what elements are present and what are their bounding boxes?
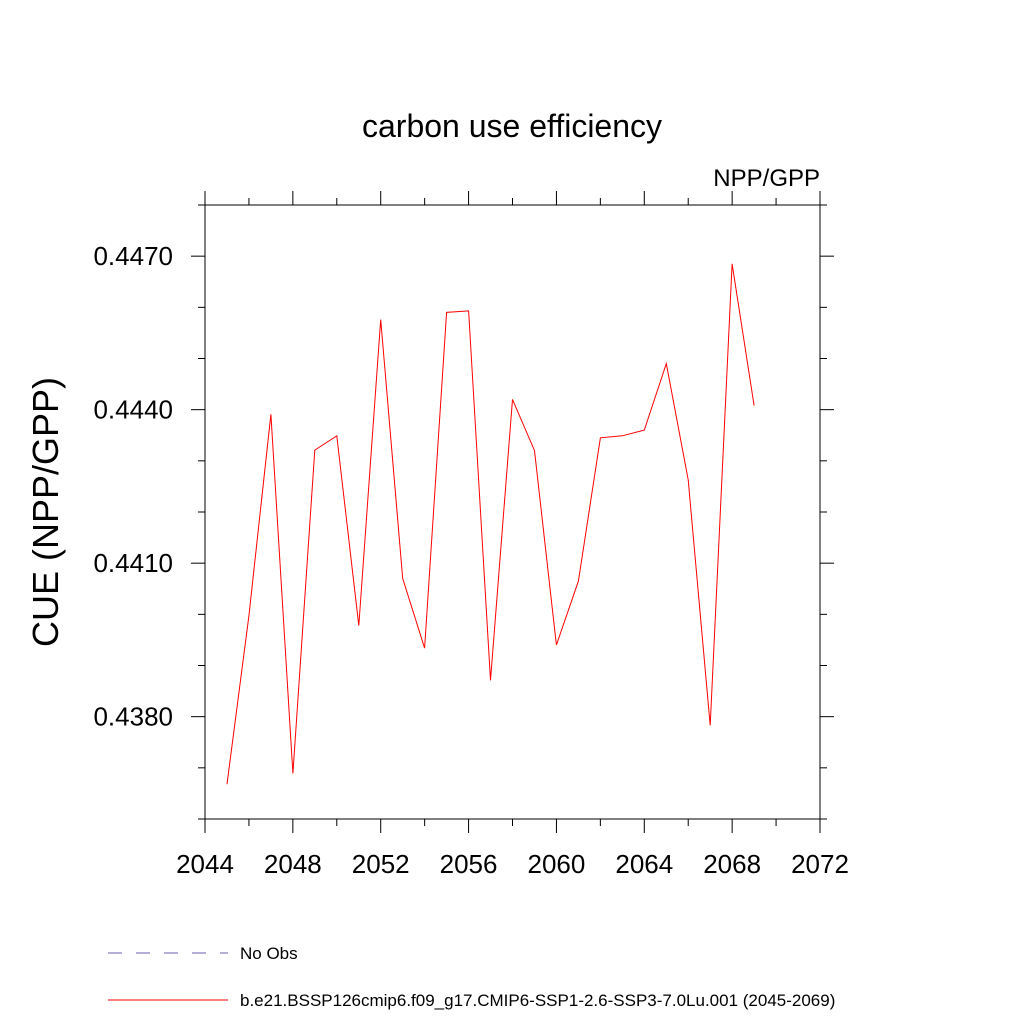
- legend: No Obs b.e21.BSSP126cmip6.f09_g17.CMIP6-S…: [108, 944, 835, 1010]
- x-tick-label: 2052: [352, 849, 410, 879]
- y-tick-label: 0.4380: [93, 702, 173, 732]
- x-tick-label: 2064: [615, 849, 673, 879]
- y-tick-label: 0.4470: [93, 241, 173, 271]
- x-tick-label: 2056: [440, 849, 498, 879]
- x-axis-ticks: 2044 2048 2052 2056 2060 2064 2068 2072: [176, 191, 849, 879]
- series-layer: [226, 263, 755, 785]
- series-line: [226, 263, 755, 785]
- chart-title: carbon use efficiency: [362, 108, 662, 144]
- y-tick-label: 0.4410: [93, 548, 173, 578]
- x-tick-label: 2072: [791, 849, 849, 879]
- y-axis-label: CUE (NPP/GPP): [25, 377, 66, 647]
- x-tick-label: 2044: [176, 849, 234, 879]
- x-tick-label: 2060: [528, 849, 586, 879]
- chart-subtitle: NPP/GPP: [713, 165, 820, 192]
- y-axis-ticks: 0.4380 0.4410 0.4440 0.4470: [93, 204, 834, 820]
- legend-label: b.e21.BSSP126cmip6.f09_g17.CMIP6-SSP1-2.…: [240, 991, 835, 1010]
- x-tick-label: 2048: [264, 849, 322, 879]
- x-tick-label: 2068: [703, 849, 761, 879]
- y-tick-label: 0.4440: [93, 395, 173, 425]
- plot-frame: [204, 204, 821, 820]
- legend-label: No Obs: [240, 944, 298, 963]
